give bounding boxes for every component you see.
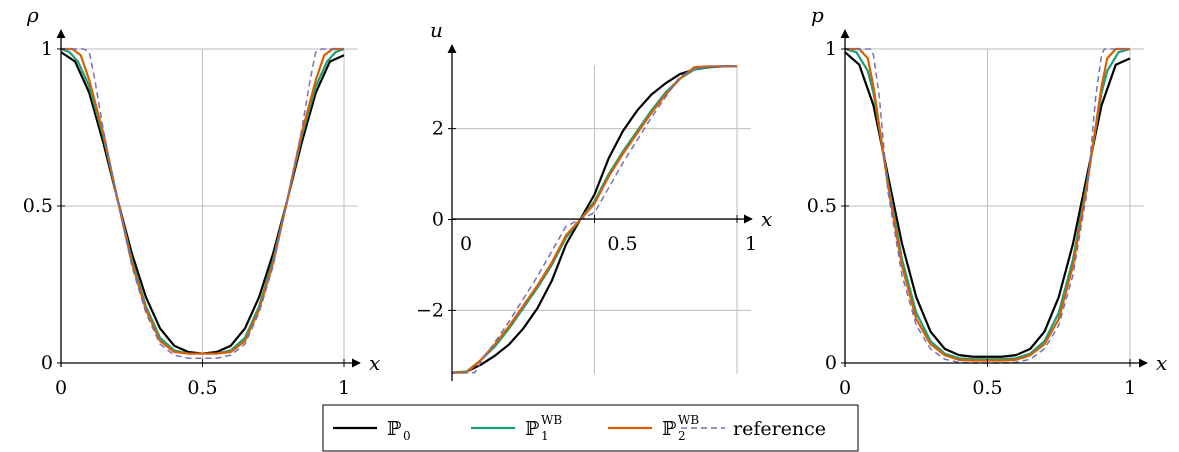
axes: −2 0 2 0 0.5 1 u x — [416, 18, 772, 381]
legend-item-P1WB: ℙ 1 WB — [471, 413, 562, 443]
x-tick-label: 0.5 — [972, 377, 1002, 399]
legend-item-P2WB: ℙ 2 WB — [608, 413, 699, 443]
series-line-P0 — [844, 51, 1131, 358]
legend-label: reference — [733, 418, 826, 440]
series-line-P2WB — [452, 65, 737, 374]
x-tick-label: 1 — [745, 233, 757, 255]
x-tick-label: 0.5 — [607, 233, 637, 255]
legend-label: ℙ — [387, 418, 401, 440]
series-group — [60, 47, 345, 360]
y-tick-label: 1 — [41, 38, 53, 60]
series-line-P2WB — [61, 47, 344, 355]
legend-label: ℙ — [662, 418, 676, 440]
legend-box — [322, 404, 859, 452]
y-tick-label: 0 — [41, 352, 53, 374]
legend: ℙ 0 ℙ 1WB ℙ 2WB reference — [322, 404, 859, 452]
series-line-reference — [61, 48, 344, 360]
axes: 00.510 0.5 1px — [807, 3, 1168, 399]
y-tick-label: 2 — [432, 118, 444, 140]
y-axis-label: ρ — [26, 3, 39, 27]
legend-superscript: WB — [678, 413, 699, 427]
x-tick-label: 0 — [55, 377, 67, 399]
legend-subscript: 0 — [403, 429, 411, 443]
x-tick-label: 0 — [839, 377, 851, 399]
x-tick-label: 0 — [460, 233, 472, 255]
x-axis-label: x — [1156, 351, 1167, 375]
legend-item-reference: reference — [681, 418, 826, 440]
panel-2: −2 0 2 0 0.5 1 u x — [416, 18, 772, 381]
y-tick-label: 1 — [825, 38, 837, 60]
x-axis-label: x — [369, 351, 380, 375]
y-tick-label: −2 — [416, 299, 444, 321]
x-tick-label: 1 — [1124, 377, 1136, 399]
series-group — [451, 65, 737, 374]
legend-subscript: 1 — [541, 429, 549, 443]
x-tick-label: 1 — [338, 377, 350, 399]
legend-label: ℙ — [525, 418, 539, 440]
x-axis-label: x — [761, 207, 772, 231]
y-tick-label: 0.5 — [807, 195, 837, 217]
y-tick-label: 0 — [825, 352, 837, 374]
panel-1: 00.510 0.5 1ρx — [23, 3, 381, 399]
y-axis-label: p — [811, 3, 824, 27]
x-tick-label: 0.5 — [187, 377, 217, 399]
panel-3: 00.510 0.5 1px — [807, 3, 1168, 399]
y-axis-label: u — [430, 18, 443, 42]
legend-subscript: 2 — [678, 429, 686, 443]
y-tick-label: 0.5 — [23, 195, 53, 217]
y-tick-label: 0 — [432, 209, 444, 231]
legend-superscript: WB — [541, 413, 562, 427]
axes: 00.510 0.5 1ρx — [23, 3, 381, 399]
